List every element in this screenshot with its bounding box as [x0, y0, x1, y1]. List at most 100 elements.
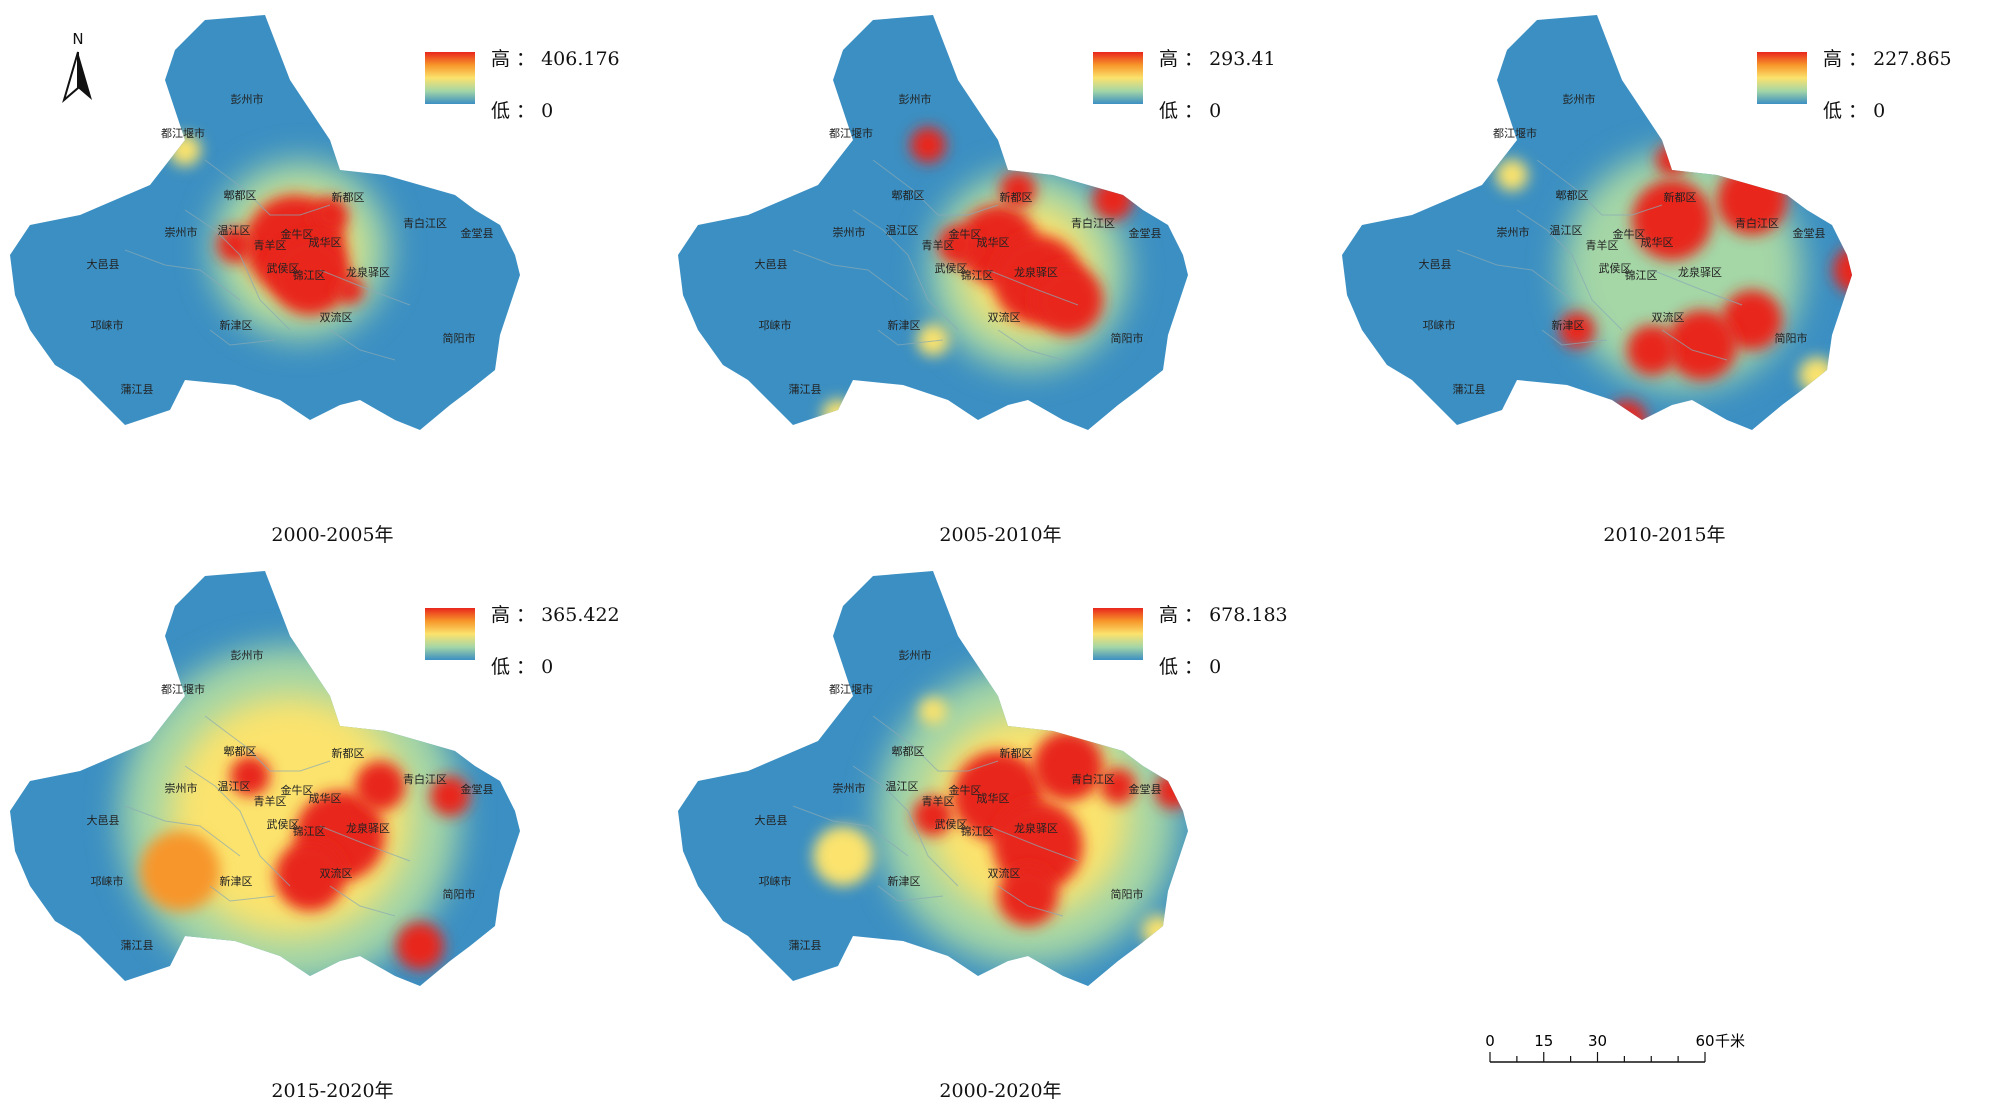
- district-boundary: [872, 159, 999, 216]
- place-label: 武侯区: [267, 817, 300, 831]
- place-label: 龙泉驿区: [346, 821, 390, 835]
- place-label: 金堂县: [1129, 226, 1162, 240]
- density-hotspot: [477, 167, 513, 203]
- place-label: 锦江区: [961, 824, 994, 838]
- district-boundary: [124, 249, 241, 301]
- place-label: 新都区: [1000, 746, 1033, 760]
- district-boundary: [792, 249, 909, 301]
- place-label: 崇州市: [1497, 225, 1530, 239]
- legend-low-label: 低 ： 0: [1823, 100, 1886, 122]
- place-label: 锦江区: [293, 824, 326, 838]
- place-label: 锦江区: [293, 268, 326, 282]
- place-label: 温江区: [886, 780, 919, 793]
- density-hotspot: [822, 399, 854, 430]
- place-label: 蒲江县: [789, 938, 822, 952]
- density-hotspot: [1000, 172, 1036, 208]
- place-label: 成华区: [977, 791, 1010, 805]
- place-label: 成华区: [1641, 235, 1674, 249]
- place-label: 青羊区: [1586, 238, 1619, 252]
- density-hotspot: [270, 235, 350, 315]
- density-hotspot: [1100, 768, 1136, 804]
- density-hotspot: [910, 127, 946, 163]
- district-boundary: [792, 805, 909, 857]
- density-hotspot: [813, 826, 873, 886]
- district-boundary: [329, 885, 396, 917]
- place-label: 金牛区: [949, 227, 982, 241]
- density-hotspot: [140, 831, 220, 911]
- place-label: 邛崃市: [1423, 318, 1456, 332]
- legend-color-ramp: [1093, 608, 1143, 660]
- place-label: 青白江区: [403, 772, 447, 786]
- density-hotspot: [1632, 180, 1712, 260]
- place-label: 双流区: [988, 310, 1021, 324]
- legend-color-ramp: [425, 608, 475, 660]
- place-label: 龙泉驿区: [1014, 265, 1058, 279]
- place-label: 新津区: [888, 874, 921, 888]
- place-label: 武侯区: [935, 261, 968, 275]
- panel-period-caption: 2005-2010年: [939, 524, 1062, 546]
- place-label: 金堂县: [461, 226, 494, 240]
- legend-color-ramp: [425, 52, 475, 104]
- district-boundary: [1651, 269, 1743, 306]
- density-hotspot: [230, 756, 270, 796]
- north-label: N: [72, 30, 83, 48]
- district-boundary: [319, 269, 411, 306]
- place-label: 金牛区: [1613, 227, 1646, 241]
- place-label: 都江堰市: [829, 126, 873, 140]
- place-label: 都江堰市: [1493, 126, 1537, 140]
- density-hotspot: [217, 227, 253, 263]
- place-label: 郫都区: [224, 188, 257, 202]
- legend-color-ramp: [1093, 52, 1143, 104]
- place-label: 温江区: [218, 224, 251, 237]
- place-label: 新都区: [1664, 190, 1697, 204]
- density-hotspot: [917, 324, 949, 356]
- district-boundary: [852, 765, 959, 887]
- place-label: 锦江区: [961, 268, 994, 282]
- legend: 高 ： 678.183 低 ： 0: [1093, 604, 1333, 678]
- district-boundary: [204, 159, 331, 216]
- place-label: 大邑县: [87, 813, 120, 827]
- scale-bar-unit: 千米: [1715, 1032, 1745, 1050]
- district-boundary: [872, 715, 999, 772]
- place-label: 彭州市: [231, 92, 264, 106]
- place-label: 青白江区: [1071, 216, 1115, 230]
- legend: 高 ： 227.865 低 ： 0: [1757, 48, 1997, 122]
- place-label: 崇州市: [165, 225, 198, 239]
- place-label: 成华区: [309, 791, 342, 805]
- legend-high-label: 高 ： 365.422: [491, 604, 620, 626]
- place-label: 青羊区: [254, 238, 287, 252]
- place-label: 新津区: [220, 874, 253, 888]
- district-boundary: [209, 329, 276, 346]
- place-label: 金堂县: [461, 782, 494, 796]
- scale-bar-label: 60: [1695, 1032, 1714, 1050]
- place-label: 成华区: [309, 235, 342, 249]
- place-label: 大邑县: [87, 257, 120, 271]
- density-hotspot: [1607, 400, 1647, 430]
- density-hotspot: [1799, 357, 1835, 393]
- district-boundary: [1541, 329, 1608, 346]
- panel-period-caption: 2000-2005年: [271, 524, 394, 546]
- place-label: 大邑县: [1419, 257, 1452, 271]
- place-label: 成华区: [977, 235, 1010, 249]
- place-label: 青白江区: [1071, 772, 1115, 786]
- place-label: 青羊区: [922, 238, 955, 252]
- density-hotspot: [1142, 915, 1174, 947]
- place-label: 新津区: [888, 318, 921, 332]
- place-label: 新都区: [1000, 190, 1033, 204]
- district-boundary: [987, 825, 1079, 862]
- place-label: 金堂县: [1793, 226, 1826, 240]
- place-label: 武侯区: [267, 261, 300, 275]
- place-label: 新津区: [220, 318, 253, 332]
- place-label: 青白江区: [403, 216, 447, 230]
- place-label: 龙泉驿区: [1678, 265, 1722, 279]
- legend: 高 ： 365.422 低 ： 0: [425, 604, 665, 678]
- place-label: 金堂县: [1129, 782, 1162, 796]
- district-boundary: [852, 209, 959, 331]
- place-label: 简阳市: [443, 887, 476, 901]
- density-hotspot: [275, 841, 345, 911]
- place-label: 金牛区: [949, 783, 982, 797]
- district-boundary: [204, 715, 331, 772]
- place-label: 彭州市: [1563, 92, 1596, 106]
- legend: 高 ： 293.41 低 ： 0: [1093, 48, 1333, 122]
- district-boundary: [209, 885, 276, 902]
